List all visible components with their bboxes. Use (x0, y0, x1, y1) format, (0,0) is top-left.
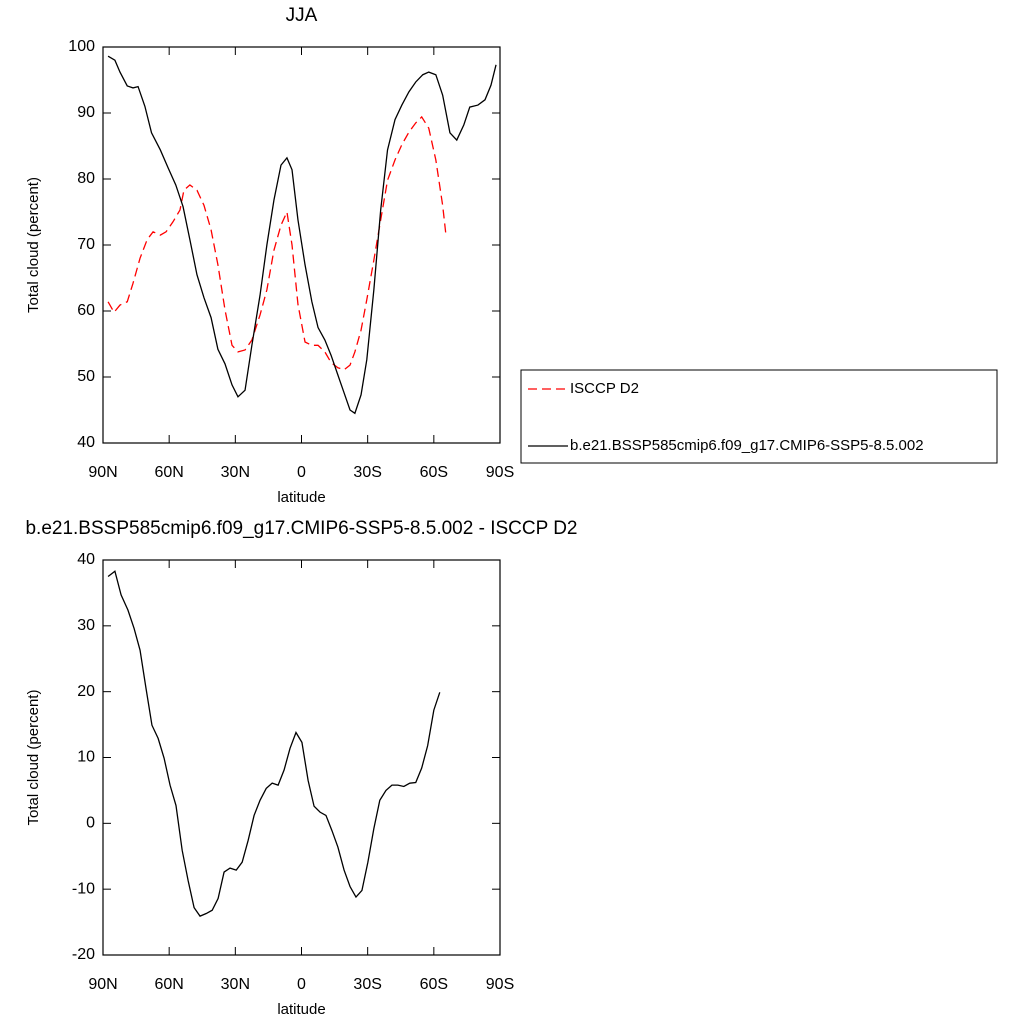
y-tick-label: 80 (77, 170, 95, 187)
legend-box (520, 369, 998, 464)
x-tick-label: 30S (353, 464, 381, 481)
x-tick-label: 90S (486, 464, 514, 481)
y-tick-label: 100 (68, 38, 95, 55)
y-tick-label: -10 (72, 880, 95, 897)
y-tick-label: 40 (77, 434, 95, 451)
x-tick-label: 30N (221, 464, 250, 481)
y-tick-label: 60 (77, 302, 95, 319)
y-tick-label: 50 (77, 368, 95, 385)
x-tick-label: 60N (154, 976, 183, 993)
chart-title: JJA (286, 5, 318, 26)
legend-label: b.e21.BSSP585cmip6.f09_g17.CMIP6-SSP5-8.… (570, 437, 924, 454)
x-tick-label: 90N (88, 976, 117, 993)
y-tick-label: 70 (77, 236, 95, 253)
legend-label: ISCCP D2 (570, 380, 639, 397)
data-line (107, 115, 447, 371)
x-tick-label: 30N (221, 976, 250, 993)
x-tick-label: 30S (353, 976, 381, 993)
y-tick-label: 10 (77, 749, 95, 766)
plot-frame (102, 559, 501, 956)
data-line (107, 570, 441, 917)
y-axis-title: Total cloud (percent) (25, 177, 42, 313)
x-tick-label: 0 (297, 976, 306, 993)
x-axis-title: latitude (277, 1001, 325, 1018)
x-tick-label: 0 (297, 464, 306, 481)
chart-title: b.e21.BSSP585cmip6.f09_g17.CMIP6-SSP5-8.… (25, 518, 577, 539)
y-tick-label: 90 (77, 104, 95, 121)
x-tick-label: 90N (88, 464, 117, 481)
x-tick-label: 60S (420, 464, 448, 481)
y-tick-label: 30 (77, 617, 95, 634)
y-tick-label: 40 (77, 551, 95, 568)
x-tick-label: 90S (486, 976, 514, 993)
y-tick-label: -20 (72, 946, 95, 963)
y-axis-title: Total cloud (percent) (25, 690, 42, 826)
data-line (107, 55, 497, 415)
x-tick-label: 60N (154, 464, 183, 481)
x-axis-title: latitude (277, 489, 325, 506)
x-tick-label: 60S (420, 976, 448, 993)
y-tick-label: 0 (86, 815, 95, 832)
y-tick-label: 20 (77, 683, 95, 700)
